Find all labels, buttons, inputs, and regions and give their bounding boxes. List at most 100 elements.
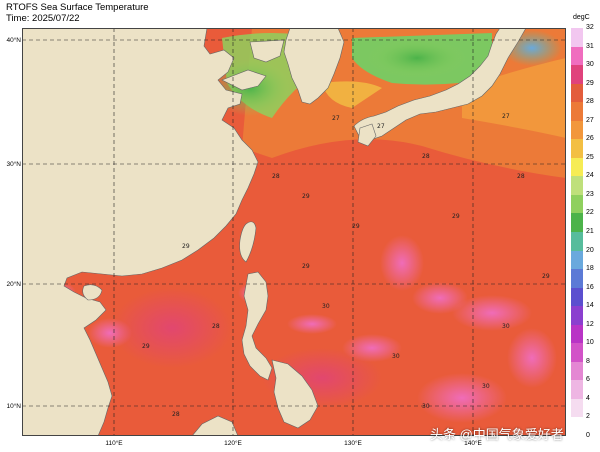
kyushu [357, 123, 377, 147]
sst-map: 27 28 29 29 28 27 29 30 29 28 29 30 30 3… [22, 28, 566, 436]
ocean-orange-east [462, 58, 566, 138]
colorbar [571, 28, 583, 437]
lon-label-130e: 130°E [344, 440, 362, 447]
colorbar-tick-label: 29 [586, 79, 594, 87]
colorbar-segment [571, 83, 583, 103]
borneo-tip [191, 415, 239, 436]
colorbar-tick-label: 0 [586, 432, 590, 439]
colorbar-segment [571, 287, 583, 307]
watermark: 头条 @中国气象爱好者 [430, 424, 564, 443]
contour-label: 29 [352, 223, 360, 230]
contour-label: 28 [517, 173, 525, 180]
contour-label: 30 [482, 383, 490, 390]
warm-pool-1 [380, 235, 424, 291]
contour-label: 27 [377, 123, 385, 130]
colorbar-segment [571, 28, 583, 48]
colorbar-tick-label: 21 [586, 228, 594, 235]
map-frame [22, 28, 566, 436]
lon-label-140e: 140°E [464, 440, 482, 447]
colorbar-segment [571, 213, 583, 233]
colorbar-tick-label: 16 [586, 283, 594, 291]
colorbar-segment [571, 65, 583, 85]
warm-pool-2 [412, 282, 468, 314]
yellow-patch [322, 81, 382, 108]
contour-label: 29 [302, 193, 310, 200]
taiwan [239, 221, 257, 263]
colorbar-tick-label: 24 [586, 172, 594, 180]
colorbar-tick-label: 10 [586, 339, 594, 347]
contour-label: 30 [392, 353, 400, 360]
colorbar-segment [571, 157, 583, 177]
luzon [241, 271, 273, 381]
colorbar-tick-label: 18 [586, 265, 594, 273]
colorbar-segment [571, 324, 583, 344]
contour-label: 29 [142, 343, 150, 350]
colorbar-tick-label: 27 [586, 116, 594, 124]
colorbar-segment [571, 250, 583, 270]
colorbar-tick-label: 23 [586, 190, 594, 198]
colorbar-segment [571, 343, 583, 363]
contour-labels: 27 28 29 29 28 27 29 30 29 28 29 30 30 3… [142, 113, 550, 418]
colorbar-tick-label: 30 [586, 61, 594, 69]
colorbar-segment [571, 139, 583, 159]
contour-label: 30 [322, 303, 330, 310]
contour-label: 30 [422, 403, 430, 410]
warm-red-2 [112, 288, 232, 368]
colorbar-tick-label: 25 [586, 153, 594, 161]
colorbar-tick-label: 28 [586, 98, 594, 106]
contour-label: 28 [172, 411, 180, 418]
colorbar-tick-label: 8 [586, 357, 590, 365]
colorbar-segment [571, 306, 583, 326]
lat-label-10n: 10°N [6, 403, 21, 410]
warm-pool-7 [507, 328, 557, 388]
contour-label: 28 [212, 323, 220, 330]
contour-label: 29 [542, 273, 550, 280]
colorbar-segment [571, 194, 583, 214]
colorbar-tick-label: 2 [586, 413, 590, 421]
map-time: Time: 2025/07/22 [6, 13, 80, 24]
contour-label: 28 [422, 153, 430, 160]
hainan [82, 284, 103, 301]
contour-label: 29 [452, 213, 460, 220]
colorbar-units: degC [573, 14, 590, 21]
lat-label-30n: 30°N [6, 161, 21, 168]
liaodong [249, 39, 285, 63]
colorbar-segment [571, 398, 583, 418]
japan-sea-deep-green [367, 38, 467, 78]
colorbar-tick-label: 20 [586, 246, 594, 254]
colorbar-segment [571, 269, 583, 289]
warm-pool-6 [417, 373, 507, 423]
lon-label-120e: 120°E [224, 440, 242, 447]
warm-pool-3 [452, 295, 532, 331]
colorbar-tick-label: 31 [586, 42, 594, 50]
map-title: RTOFS Sea Surface Temperature [6, 2, 149, 13]
japan [353, 28, 527, 141]
contour-label: 27 [502, 113, 510, 120]
colorbar-tick-label: 32 [586, 24, 594, 31]
contour-label: 27 [332, 115, 340, 122]
contour-label: 30 [502, 323, 510, 330]
contour-label: 29 [302, 263, 310, 270]
colorbar-tick-label: 6 [586, 376, 590, 384]
lon-label-110e: 110°E [105, 440, 123, 447]
colorbar-segment [571, 232, 583, 252]
contour-label: 29 [182, 243, 190, 250]
colorbar-segment [571, 176, 583, 196]
china-mainland [22, 28, 259, 436]
lat-label-40n: 40°N [6, 37, 21, 44]
watermark-text: 头条 @中国气象爱好者 [430, 427, 564, 442]
colorbar-segment [571, 361, 583, 381]
colorbar-segment [571, 102, 583, 122]
colorbar-tick-label: 22 [586, 209, 594, 217]
colorbar-tick-label: 26 [586, 135, 594, 143]
graticule [22, 28, 566, 436]
contour-label: 28 [272, 173, 280, 180]
warm-pool-5 [287, 314, 337, 334]
korea [283, 28, 345, 105]
colorbar-segment [571, 120, 583, 140]
visayas [271, 359, 319, 429]
colorbar-segment [571, 46, 583, 66]
colorbar-tick-label: 4 [586, 394, 590, 402]
colorbar-segment [571, 380, 583, 400]
colorbar-segment [571, 417, 583, 437]
